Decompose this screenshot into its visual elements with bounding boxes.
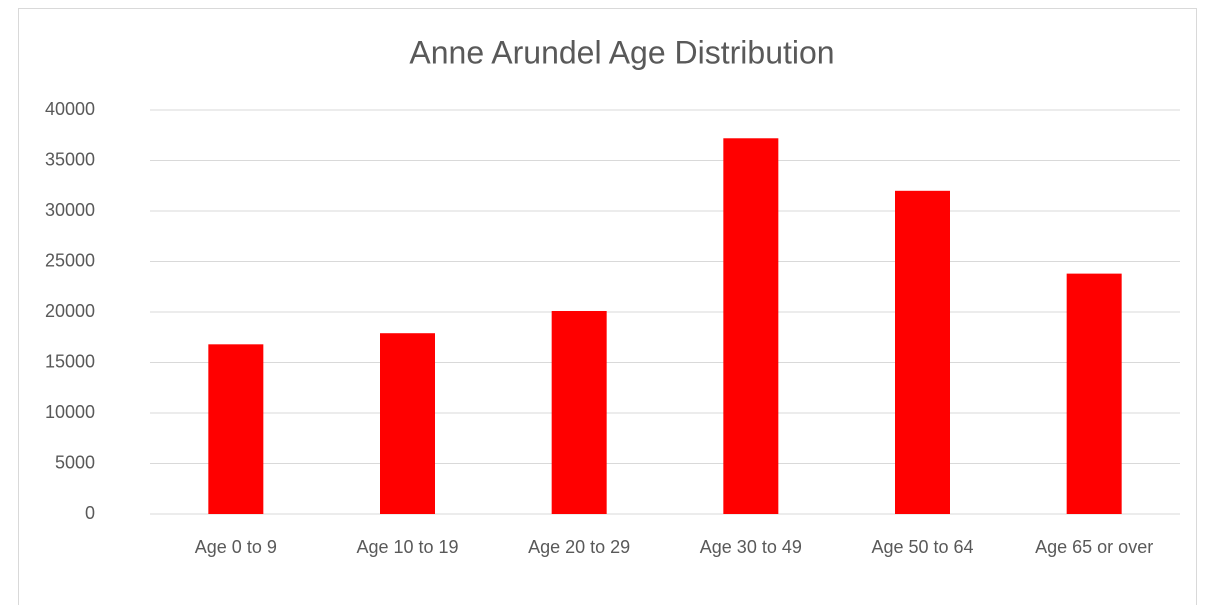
bar [723,138,779,514]
y-tick-label: 35000 [45,149,95,169]
y-tick-label: 10000 [45,402,95,422]
x-tick-label: Age 20 to 29 [528,537,630,557]
y-tick-label: 0 [85,503,95,523]
x-tick-label: Age 0 to 9 [195,537,277,557]
chart-frame [18,8,1197,605]
x-tick-label: Age 30 to 49 [700,537,802,557]
y-tick-label: 40000 [45,99,95,119]
y-tick-label: 30000 [45,200,95,220]
y-tick-label: 15000 [45,351,95,371]
bar [380,333,435,514]
y-tick-label: 25000 [45,250,95,270]
y-tick-label: 20000 [45,301,95,321]
y-tick-label: 5000 [55,452,95,472]
x-tick-label: Age 50 to 64 [871,537,973,557]
bar [551,310,607,514]
x-tick-label: Age 10 to 19 [356,537,458,557]
chart-title: Anne Arundel Age Distribution [409,34,834,70]
bar [208,344,264,514]
bar [1066,273,1122,514]
bar [895,190,950,515]
x-tick-label: Age 65 or over [1035,537,1153,557]
